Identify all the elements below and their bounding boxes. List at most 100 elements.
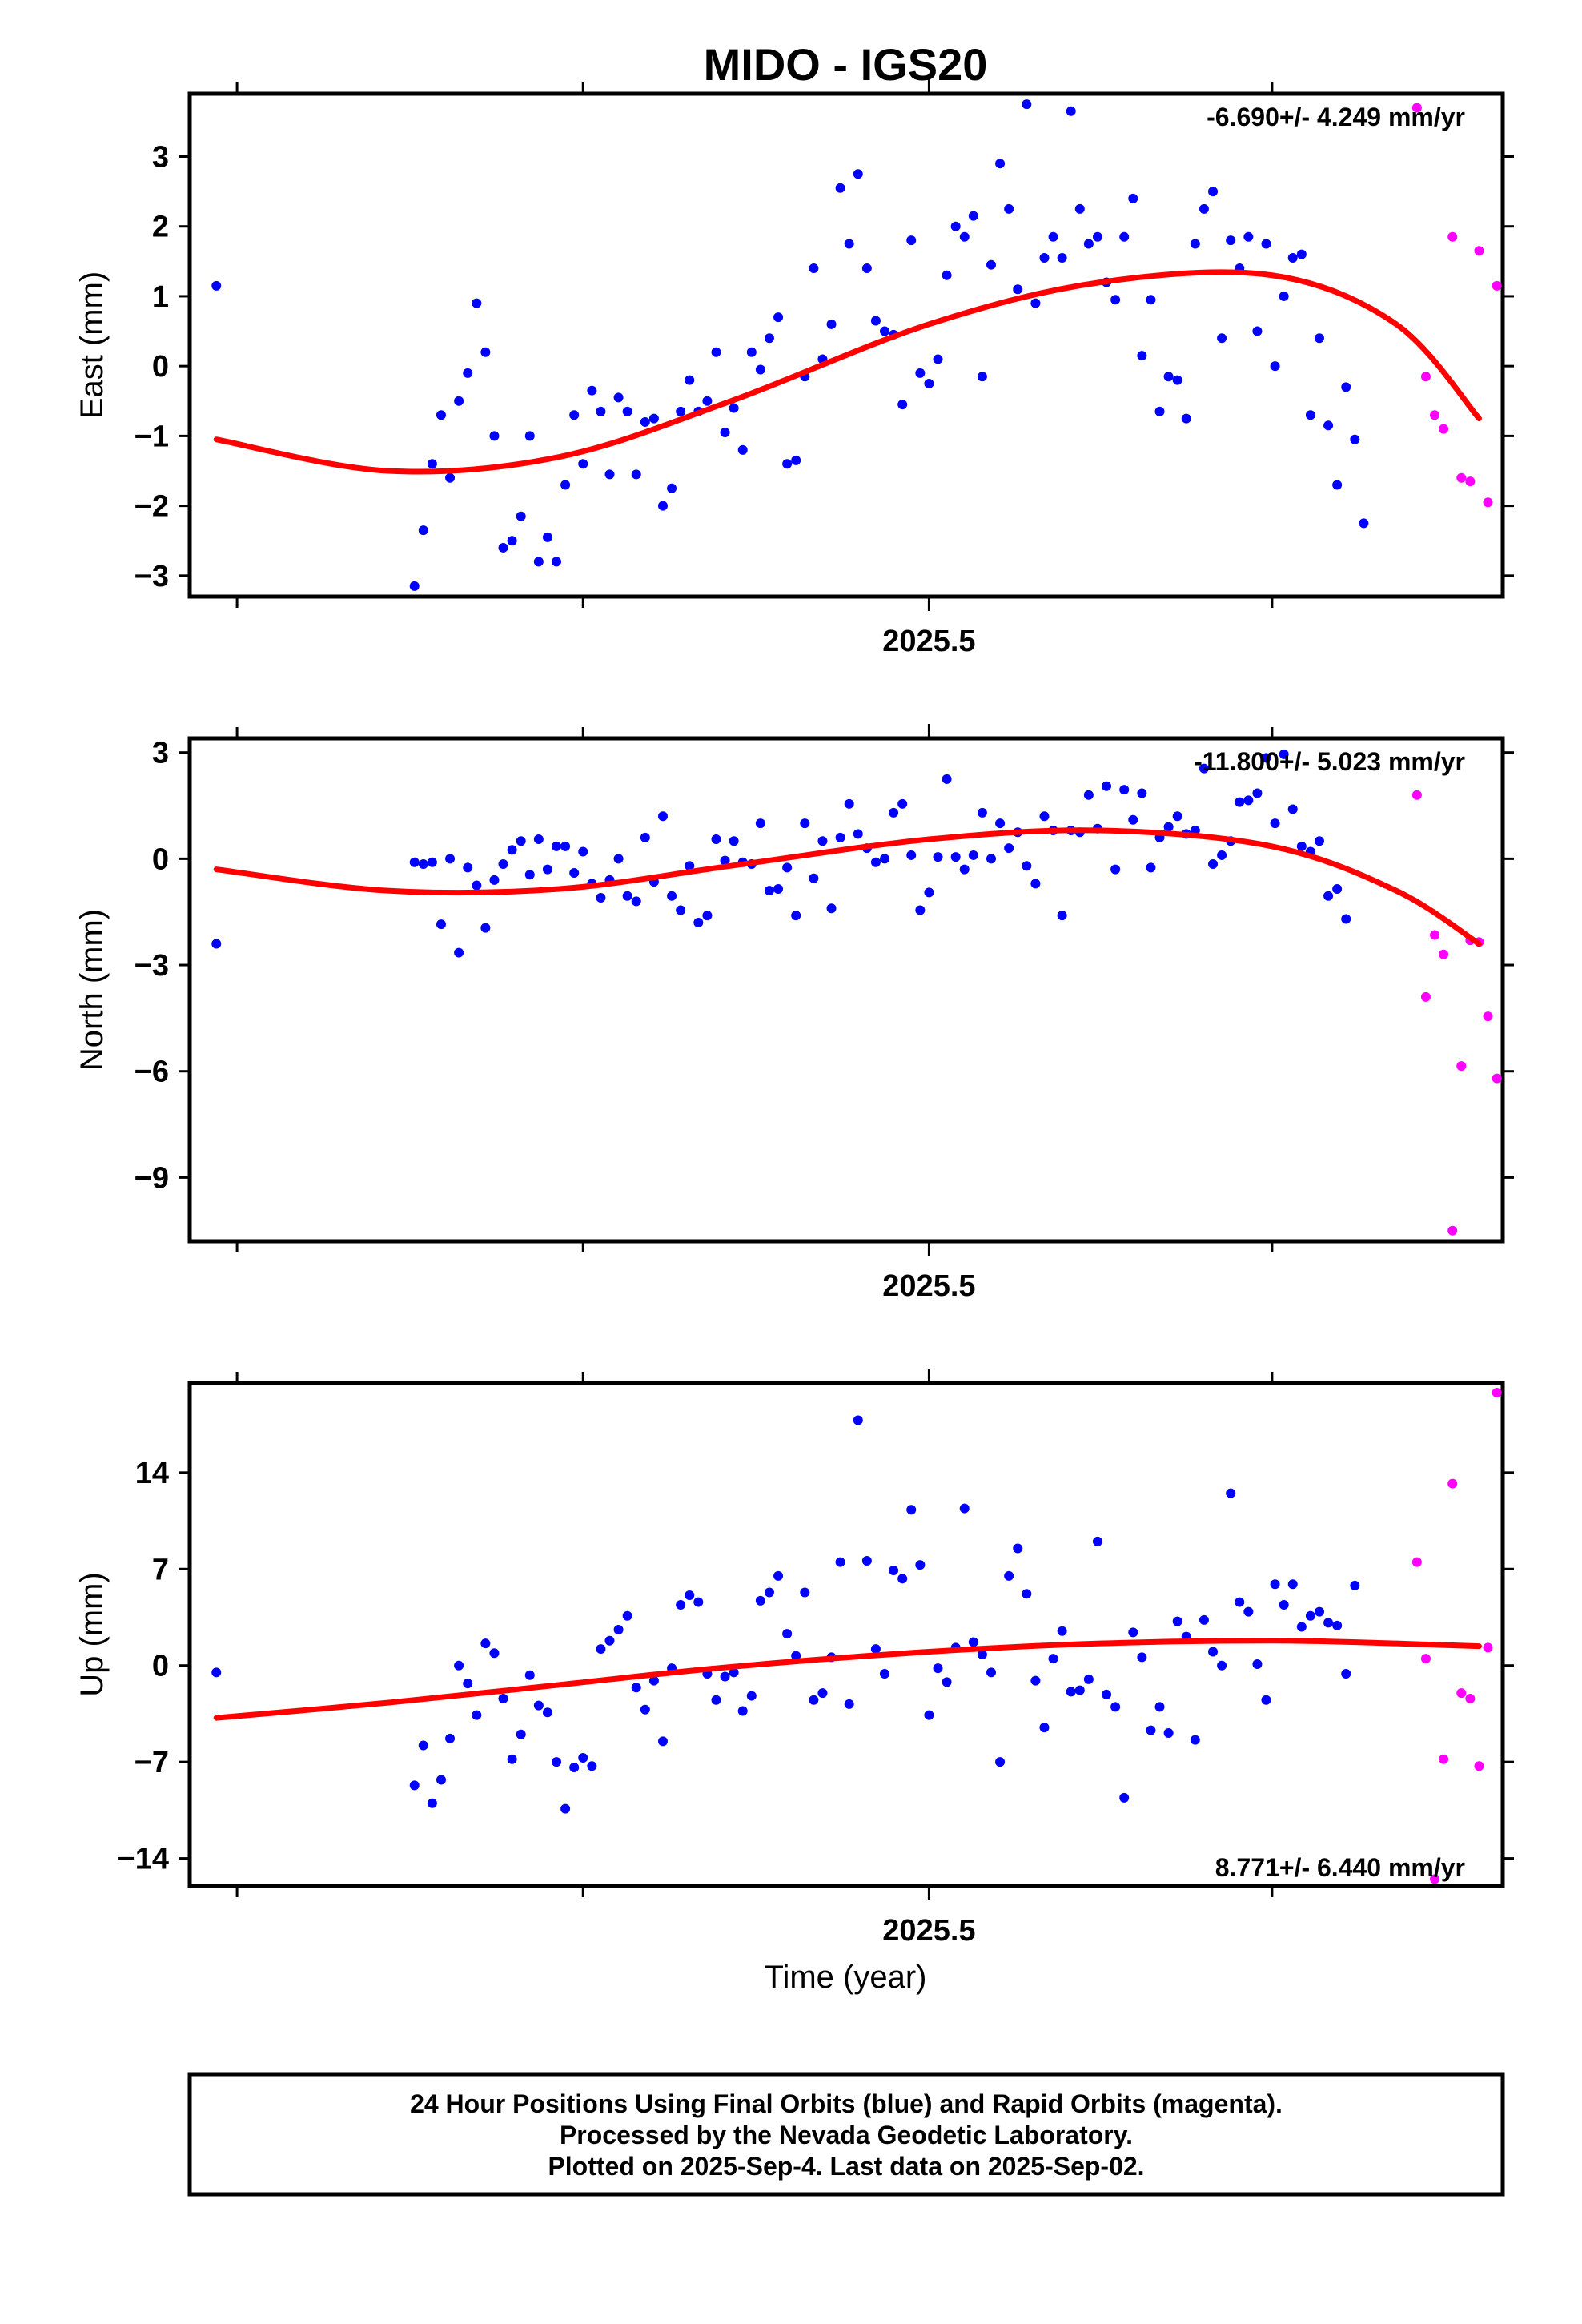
north-final-point (1261, 753, 1271, 763)
east-rapid-point (1439, 424, 1449, 434)
north-final-point (1083, 790, 1094, 800)
north-final-point (507, 845, 517, 855)
north-final-point (676, 905, 686, 915)
east-y-tick-label: −1 (135, 420, 169, 453)
up-y-axis-label: Up (mm) (74, 1572, 110, 1697)
up-final-point (746, 1691, 757, 1701)
north-final-point (1119, 785, 1130, 795)
up-final-point (463, 1679, 473, 1689)
up-final-point (1066, 1687, 1076, 1697)
east-final-point (613, 392, 624, 403)
east-final-point (1057, 252, 1067, 263)
north-final-point (1367, 0, 1377, 5)
east-final-point (1181, 413, 1191, 424)
north-final-point (986, 854, 996, 864)
north-final-point (880, 854, 890, 864)
up-rate-label: 8.771+/- 6.440 mm/yr (1215, 1853, 1465, 1882)
east-final-point (986, 259, 996, 270)
east-final-point (1305, 410, 1315, 420)
east-final-point (1030, 298, 1041, 308)
north-final-point (950, 852, 961, 862)
east-final-point (1226, 235, 1236, 246)
east-rapid-point (1420, 372, 1431, 382)
east-final-point (1341, 382, 1351, 392)
east-final-point (826, 319, 837, 329)
north-final-point (844, 798, 854, 809)
up-final-point (560, 1803, 571, 1814)
north-final-point (542, 864, 552, 875)
east-final-point (1066, 106, 1076, 116)
north-final-point (693, 917, 704, 927)
up-final-point (596, 1644, 606, 1655)
up-final-point (1137, 1652, 1147, 1663)
up-final-point (968, 1637, 978, 1647)
north-final-point (489, 875, 500, 885)
east-final-point (942, 270, 952, 280)
north-final-point (1252, 788, 1263, 798)
east-rapid-point (1430, 410, 1440, 420)
east-final-point (809, 263, 819, 274)
north-final-point (1341, 914, 1351, 924)
up-final-point (977, 1649, 987, 1659)
north-final-point (445, 854, 456, 864)
east-final-point (1083, 239, 1094, 249)
east-final-point (844, 239, 854, 249)
east-final-point (1022, 99, 1032, 110)
up-final-point (782, 1629, 793, 1639)
east-final-point (1199, 203, 1209, 214)
north-final-point (685, 861, 695, 871)
east-final-point (1172, 375, 1182, 385)
north-rapid-point (1456, 1061, 1467, 1072)
east-final-point (1279, 291, 1289, 301)
east-final-point (1252, 326, 1263, 336)
footer-line-1: 24 Hour Positions Using Final Orbits (bl… (410, 2089, 1283, 2118)
east-final-point (472, 298, 482, 308)
up-final-point (489, 1648, 500, 1659)
north-y-tick-label: 3 (152, 737, 169, 770)
up-final-point (693, 1597, 704, 1607)
up-final-point (1332, 1620, 1343, 1630)
east-final-point (729, 403, 739, 413)
up-final-point (1235, 1597, 1245, 1607)
north-final-point (436, 919, 446, 930)
up-final-point (1074, 1685, 1085, 1695)
north-final-point (1395, 0, 1404, 5)
east-final-point (648, 413, 659, 424)
east-final-point (1296, 249, 1307, 259)
east-final-point (498, 542, 508, 553)
north-rapid-point (1420, 991, 1431, 1002)
up-final-point (1350, 1580, 1360, 1590)
north-final-point (1403, 0, 1413, 5)
east-rapid-point (1411, 103, 1422, 113)
north-plot-frame (187, 736, 1505, 1244)
up-final-point (1403, 0, 1413, 5)
north-final-point (1332, 883, 1343, 894)
north-final-point (817, 836, 828, 846)
north-final-point (1217, 850, 1227, 860)
north-final-point (1128, 814, 1138, 825)
east-final-point (720, 428, 730, 438)
north-final-point (853, 829, 863, 839)
east-final-point (1119, 231, 1130, 242)
up-final-point (613, 1624, 624, 1634)
north-final-point (631, 896, 641, 907)
up-final-point (924, 1710, 934, 1720)
north-final-point (552, 841, 562, 851)
east-plot-frame (187, 91, 1505, 599)
up-final-point (1305, 1610, 1315, 1621)
up-final-point (755, 1595, 765, 1606)
up-final-point (720, 1671, 730, 1682)
north-final-point (1110, 864, 1121, 875)
east-x-tick-label: 2025.5 (882, 625, 975, 658)
north-final-point (1350, 0, 1359, 5)
up-final-point (773, 1570, 784, 1581)
north-final-point (409, 857, 420, 867)
east-final-point (1332, 480, 1343, 490)
north-final-point (773, 883, 784, 894)
north-final-point (1243, 795, 1254, 806)
north-final-point (968, 850, 978, 860)
east-final-point (1386, 0, 1395, 5)
up-final-point (587, 1761, 597, 1771)
north-final-point (1314, 836, 1324, 846)
up-final-point (764, 1587, 774, 1598)
